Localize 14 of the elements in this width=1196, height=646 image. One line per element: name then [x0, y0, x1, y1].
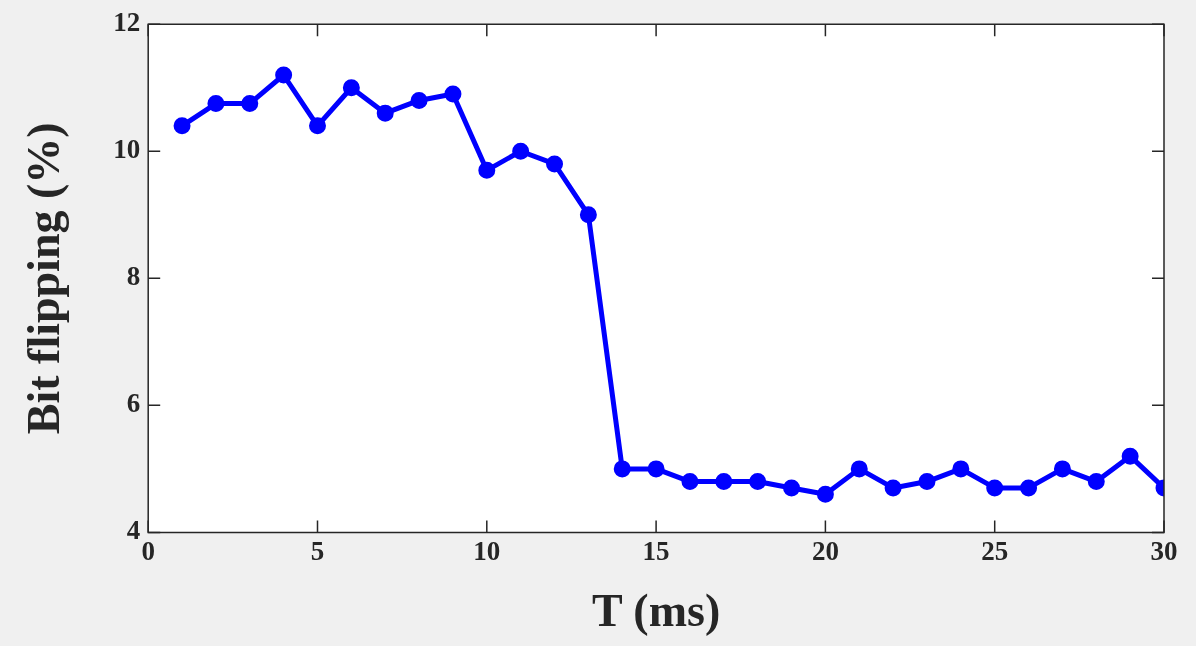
y-tick-label: 4 [126, 515, 141, 546]
x-axis-title: T (ms) [591, 585, 721, 637]
y-axis-title: Bit flipping (%) [18, 122, 70, 435]
y-tick-label: 10 [113, 134, 141, 165]
x-tick-label: 15 [642, 535, 670, 566]
x-tick-label: 10 [473, 535, 501, 566]
y-tick-label: 8 [126, 261, 141, 292]
x-tick-label: 5 [310, 535, 325, 566]
x-tick-label: 25 [981, 535, 1009, 566]
x-tick-label: 30 [1150, 535, 1178, 566]
x-tick-label: 0 [141, 535, 155, 566]
y-tick-label: 6 [126, 388, 141, 419]
y-tick-label: 12 [113, 7, 141, 38]
x-tick-label: 20 [811, 535, 839, 566]
